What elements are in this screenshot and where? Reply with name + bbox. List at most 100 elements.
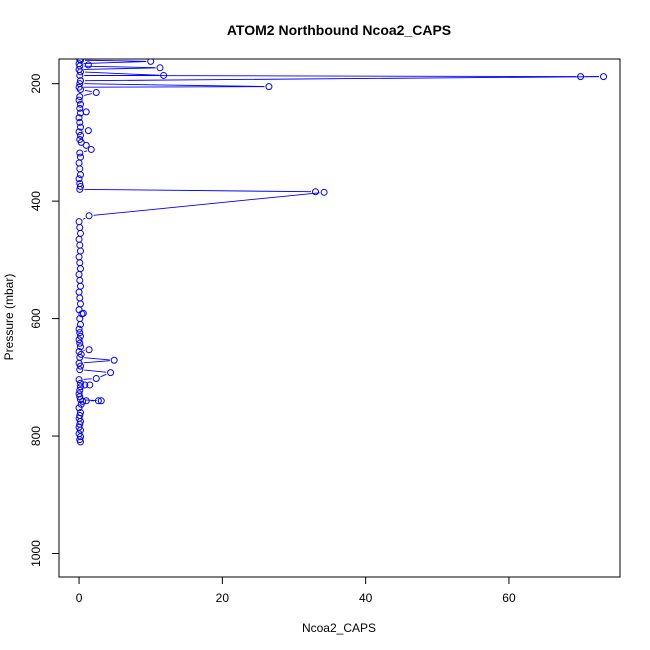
series-segment xyxy=(83,67,156,70)
data-point xyxy=(76,59,84,64)
series-segment xyxy=(100,373,107,378)
x-tick-label: 20 xyxy=(216,591,230,605)
data-point xyxy=(75,347,83,355)
series-segment xyxy=(84,357,110,361)
y-axis-label: Pressure (mbar) xyxy=(2,274,16,361)
data-point xyxy=(76,123,84,131)
data-point xyxy=(82,397,90,405)
series-segment xyxy=(84,188,312,193)
data-point xyxy=(87,145,95,153)
data-point xyxy=(76,332,84,340)
data-point xyxy=(75,325,83,333)
data-point xyxy=(75,288,83,296)
data-point xyxy=(79,309,87,317)
data-point xyxy=(85,346,93,354)
data-point xyxy=(75,271,83,279)
data-point xyxy=(84,61,92,69)
data-point xyxy=(84,127,92,135)
data-point xyxy=(75,128,83,136)
data-point xyxy=(76,276,84,284)
data-point xyxy=(76,339,84,347)
data-point xyxy=(160,71,168,79)
data-point xyxy=(76,343,84,351)
series-segment xyxy=(83,378,92,380)
data-point xyxy=(76,386,84,394)
data-point xyxy=(86,381,94,389)
data-point xyxy=(76,59,84,64)
data-point xyxy=(156,64,164,72)
data-point xyxy=(311,188,319,196)
data-point xyxy=(76,241,84,249)
data-point xyxy=(265,83,273,91)
data-point xyxy=(107,369,115,377)
data-point xyxy=(92,374,100,382)
series-segment xyxy=(93,192,320,216)
series-segment xyxy=(84,369,107,373)
series-segment xyxy=(84,76,600,82)
data-point xyxy=(76,104,84,112)
series-segment xyxy=(84,89,92,93)
y-tick-label: 400 xyxy=(29,191,43,211)
data-point xyxy=(75,336,83,344)
data-point xyxy=(76,300,84,308)
data-point xyxy=(76,259,84,267)
data-point xyxy=(76,93,84,101)
data-point xyxy=(76,80,84,88)
y-tick-label: 1000 xyxy=(29,540,43,567)
y-tick-label: 800 xyxy=(29,426,43,446)
data-point xyxy=(76,135,84,143)
data-point xyxy=(76,366,84,374)
data-point xyxy=(76,294,84,302)
data-point xyxy=(76,100,84,108)
data-point xyxy=(75,175,83,183)
x-axis-label: Ncoa2_CAPS xyxy=(302,621,376,635)
series-segment xyxy=(83,61,147,65)
data-point xyxy=(577,73,585,81)
data-point xyxy=(76,118,84,126)
series-segment xyxy=(84,93,92,96)
data-point xyxy=(75,83,83,91)
data-point xyxy=(76,229,84,237)
series-segment xyxy=(84,399,97,402)
data-point xyxy=(75,253,83,261)
series-segment xyxy=(84,83,265,87)
series-layer xyxy=(75,59,608,446)
data-point xyxy=(75,235,83,243)
data-point xyxy=(76,131,84,139)
data-point xyxy=(76,409,84,417)
data-point xyxy=(75,306,83,314)
series-segment xyxy=(84,65,156,69)
data-point xyxy=(81,381,89,389)
data-point xyxy=(76,282,84,290)
data-point xyxy=(82,141,90,149)
data-point xyxy=(147,59,155,65)
data-point xyxy=(92,88,100,96)
data-point xyxy=(75,218,83,226)
data-point xyxy=(76,265,84,273)
data-point xyxy=(76,165,84,173)
series-segment xyxy=(83,360,110,364)
series-segment xyxy=(83,150,88,153)
data-point xyxy=(75,114,83,122)
data-point xyxy=(76,383,84,391)
plot-frame xyxy=(58,58,621,578)
data-point xyxy=(76,153,84,161)
series-segment xyxy=(84,71,160,76)
data-point xyxy=(600,73,608,81)
data-point xyxy=(75,376,83,384)
data-point xyxy=(76,171,84,179)
data-point xyxy=(76,182,84,190)
x-tick-label: 0 xyxy=(76,591,83,605)
data-point xyxy=(76,149,84,157)
series-segment xyxy=(82,217,86,220)
data-point xyxy=(110,356,118,364)
data-point xyxy=(75,60,83,68)
data-point xyxy=(76,224,84,232)
data-point xyxy=(75,390,83,398)
series-segment xyxy=(83,86,265,88)
data-point xyxy=(76,329,84,337)
data-point xyxy=(76,180,84,188)
data-point xyxy=(97,397,105,405)
data-point xyxy=(75,159,83,167)
